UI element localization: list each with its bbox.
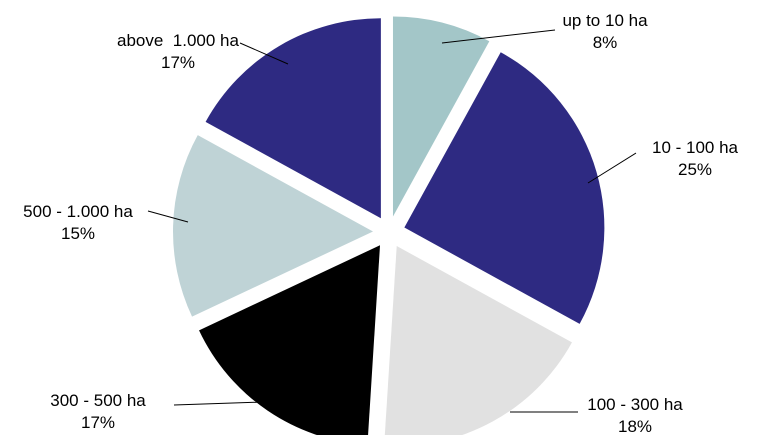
leader-line-500-1-000-ha <box>147 210 189 223</box>
pie-slice-100-300-ha <box>384 246 572 435</box>
leader-line-300-500-ha <box>173 401 265 406</box>
slice-percent-label: 17% <box>81 413 115 432</box>
slice-category-label: up to 10 ha <box>562 11 648 30</box>
leader-line-10-100-ha <box>587 152 637 184</box>
leader-lines <box>147 29 637 413</box>
leader-line-up-to-10-ha <box>441 29 556 44</box>
slice-category-label: 300 - 500 ha <box>50 391 146 410</box>
slice-category-label: 500 - 1.000 ha <box>23 202 133 221</box>
pie-slice-300-500-ha <box>199 245 381 435</box>
leader-line-above-1-000-ha <box>239 42 289 65</box>
slice-labels: up to 10 ha 8% 10 - 100 ha 25% 100 - 300 ha 1… <box>23 11 738 435</box>
slice-category-label: 10 - 100 ha <box>652 138 739 157</box>
slice-category-label: 100 - 300 ha <box>587 395 683 414</box>
slice-percent-label: 15% <box>61 224 95 243</box>
pie-slice-above-1-000-ha <box>205 18 381 219</box>
slice-percent-label: 8% <box>593 33 618 52</box>
slice-percent-label: 17% <box>161 53 195 72</box>
pie-slice-10-100-ha <box>404 52 605 324</box>
pie-slice-500-1-000-ha <box>173 135 374 317</box>
slice-percent-label: 25% <box>678 160 712 179</box>
slice-percent-label: 18% <box>618 417 652 435</box>
slice-category-label: above 1.000 ha <box>117 31 239 50</box>
pie-slices <box>173 16 605 435</box>
pie-slice-up-to-10-ha <box>392 16 490 217</box>
